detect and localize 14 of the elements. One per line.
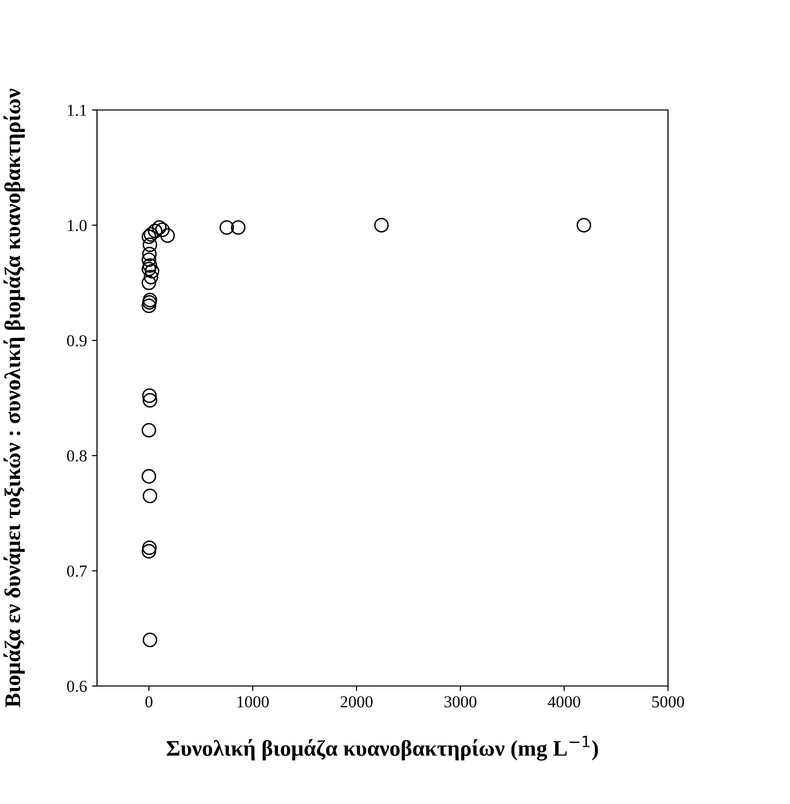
x-axis-title: Συνολική βιομάζα κυανοβακτηρίων (mg L$^{−1}$) [166,736,598,761]
y-tick-label: 1.0 [68,220,87,232]
x-tick-label: 5000 [652,696,684,708]
x-tick-label: 2000 [340,696,373,708]
y-tick-label: 0.8 [67,450,87,462]
x-tick-label: 3000 [444,696,476,708]
x-tick-label: 1000 [238,696,269,708]
y-tick-label: 0.7 [67,566,87,577]
y-axis-title: Βιομάζα εν δυνάμει τοξικών : συνολική βιομάζα κυανοβακτηρίων [4,88,25,708]
y-tick-label: 0.9 [67,335,87,346]
x-tick-label: 0 [145,696,152,708]
x-tick-label: 4000 [548,696,580,708]
y-tick-label: 1.1 [68,104,86,116]
y-tick-label: 0.6 [67,680,87,692]
